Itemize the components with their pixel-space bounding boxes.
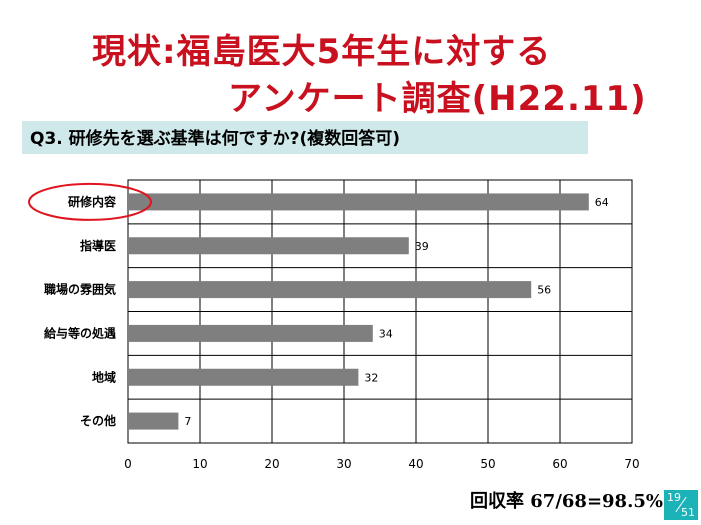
x-tick-label: 10 [192, 457, 207, 471]
category-label: 職場の雰囲気 [44, 282, 116, 297]
slide-title-line2: アンケート調査(H22.11) [228, 79, 647, 119]
response-rate: 回収率 67/68=98.5% [470, 491, 663, 512]
question-text: Q3. 研修先を選ぶ基準は何ですか?(複数回答可) [30, 129, 401, 149]
data-label: 56 [537, 284, 551, 297]
bar [128, 237, 409, 255]
bar [128, 193, 589, 211]
x-tick-label: 30 [336, 457, 351, 471]
data-label: 64 [595, 196, 609, 209]
x-tick-label: 50 [480, 457, 495, 471]
bar [128, 368, 359, 386]
page-total: 51 [681, 506, 695, 519]
highlight-ellipse [28, 182, 152, 221]
category-label: その他 [80, 413, 116, 428]
data-label: 32 [364, 371, 378, 384]
category-label: 研修内容 [68, 194, 116, 209]
category-label: 地域 [92, 369, 116, 384]
bar [128, 324, 373, 342]
category-label: 指導医 [80, 238, 116, 253]
x-tick-label: 40 [408, 457, 423, 471]
data-label: 7 [184, 415, 191, 428]
question-band [22, 121, 588, 154]
bar [128, 412, 179, 430]
bar [128, 281, 532, 299]
page-current: 19 [667, 491, 681, 504]
category-label: 給与等の処遇 [44, 325, 116, 340]
slide-title-line1: 現状:福島医大5年生に対する [92, 32, 552, 72]
x-tick-label: 60 [552, 457, 567, 471]
x-tick-label: 20 [264, 457, 279, 471]
data-label: 34 [379, 327, 393, 340]
data-label: 39 [415, 240, 429, 253]
x-tick-label: 70 [624, 457, 639, 471]
x-tick-label: 0 [124, 457, 132, 471]
page-number-badge: 19 51 [664, 490, 698, 520]
